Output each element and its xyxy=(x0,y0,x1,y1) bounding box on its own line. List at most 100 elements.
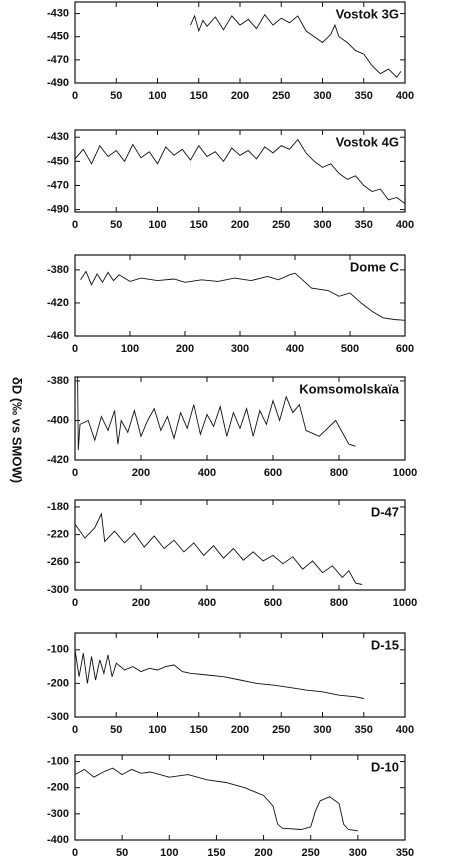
data-line xyxy=(74,138,406,204)
x-tick-label: 400 xyxy=(396,219,414,231)
x-tick-label: 300 xyxy=(349,847,367,859)
plot-frame xyxy=(74,499,406,591)
x-tick-label: 400 xyxy=(198,597,216,609)
y-tick-label: -400 xyxy=(47,414,69,426)
plot-frame xyxy=(74,632,406,718)
data-line xyxy=(190,13,402,78)
x-tick-label: 350 xyxy=(396,847,414,859)
y-tick-label: -470 xyxy=(47,179,69,191)
x-tick-label: 250 xyxy=(272,90,290,102)
x-tick-label: 0 xyxy=(72,90,78,102)
x-tick-label: 300 xyxy=(313,90,331,102)
x-tick-label: 200 xyxy=(132,597,150,609)
data-line xyxy=(74,512,363,585)
panel-title: Dome C xyxy=(350,259,400,274)
x-tick-label: 200 xyxy=(176,343,194,355)
x-tick-label: 300 xyxy=(231,343,249,355)
x-tick-label: 50 xyxy=(110,90,122,102)
x-tick-label: 200 xyxy=(231,724,249,736)
x-tick-label: 1000 xyxy=(393,597,417,609)
x-tick-label: 200 xyxy=(231,219,249,231)
panel-title: D-47 xyxy=(371,504,399,519)
x-tick-label: 150 xyxy=(207,847,225,859)
y-tick-label: -420 xyxy=(47,297,69,309)
y-tick-label: -380 xyxy=(47,375,69,387)
y-tick-label: -200 xyxy=(47,677,69,689)
x-tick-label: 100 xyxy=(148,90,166,102)
y-tick-label: -300 xyxy=(47,808,69,820)
x-tick-label: 400 xyxy=(396,724,414,736)
x-tick-label: 200 xyxy=(231,90,249,102)
x-tick-label: 250 xyxy=(272,219,290,231)
y-tick-label: -100 xyxy=(47,644,69,656)
y-tick-label: -470 xyxy=(47,54,69,66)
x-tick-label: 100 xyxy=(121,343,139,355)
x-tick-label: 200 xyxy=(132,467,150,479)
panel-title: Vostok 3G xyxy=(336,6,399,21)
y-tick-label: -490 xyxy=(47,77,69,89)
y-tick-label: -430 xyxy=(47,7,69,19)
x-tick-label: 600 xyxy=(264,467,282,479)
y-tick-label: -450 xyxy=(47,31,69,43)
x-tick-label: 50 xyxy=(110,219,122,231)
y-tick-label: -420 xyxy=(47,454,69,466)
plot-frame xyxy=(74,754,406,841)
x-tick-label: 100 xyxy=(148,219,166,231)
x-tick-label: 400 xyxy=(396,90,414,102)
x-tick-label: 150 xyxy=(190,90,208,102)
plot-frame xyxy=(74,376,406,461)
y-tick-label: -220 xyxy=(47,529,69,541)
x-tick-label: 100 xyxy=(160,847,178,859)
y-tick-label: -380 xyxy=(47,264,69,276)
x-tick-label: 350 xyxy=(355,90,373,102)
data-line xyxy=(77,376,356,451)
panel-title: Komsomolskaïa xyxy=(299,381,399,396)
x-tick-label: 0 xyxy=(72,467,78,479)
y-tick-label: -260 xyxy=(47,556,69,568)
x-tick-label: 0 xyxy=(72,343,78,355)
y-tick-label: -430 xyxy=(47,131,69,143)
x-tick-label: 0 xyxy=(72,597,78,609)
y-tick-label: -300 xyxy=(47,584,69,596)
panel-title: D-15 xyxy=(371,637,399,652)
panel-title: D-10 xyxy=(371,759,399,774)
x-tick-label: 300 xyxy=(313,724,331,736)
x-tick-label: 350 xyxy=(355,724,373,736)
data-line xyxy=(80,270,406,321)
y-axis-label: δD (‰ vs SMOW) xyxy=(10,377,25,483)
x-tick-label: 350 xyxy=(355,219,373,231)
x-tick-label: 150 xyxy=(190,724,208,736)
x-tick-label: 600 xyxy=(396,343,414,355)
y-tick-label: -460 xyxy=(47,330,69,342)
x-tick-label: 0 xyxy=(72,219,78,231)
x-tick-label: 150 xyxy=(190,219,208,231)
y-tick-label: -300 xyxy=(47,711,69,723)
x-tick-label: 1000 xyxy=(393,467,417,479)
x-tick-label: 400 xyxy=(198,467,216,479)
x-tick-label: 0 xyxy=(72,847,78,859)
x-tick-label: 800 xyxy=(330,597,348,609)
x-tick-label: 400 xyxy=(286,343,304,355)
x-tick-label: 100 xyxy=(148,724,166,736)
panel-title: Vostok 4G xyxy=(336,134,399,149)
y-tick-label: -490 xyxy=(47,203,69,215)
x-tick-label: 250 xyxy=(272,724,290,736)
x-tick-label: 600 xyxy=(264,597,282,609)
x-tick-label: 300 xyxy=(313,219,331,231)
y-tick-label: -400 xyxy=(47,834,69,846)
y-tick-label: -450 xyxy=(47,155,69,167)
x-tick-label: 200 xyxy=(254,847,272,859)
data-line xyxy=(74,767,358,832)
y-tick-label: -200 xyxy=(47,782,69,794)
x-tick-label: 50 xyxy=(116,847,128,859)
data-line xyxy=(74,649,364,699)
x-tick-label: 50 xyxy=(110,724,122,736)
x-tick-label: 800 xyxy=(330,467,348,479)
y-tick-label: -100 xyxy=(47,755,69,767)
y-tick-label: -180 xyxy=(47,501,69,513)
x-tick-label: 0 xyxy=(72,724,78,736)
x-tick-label: 250 xyxy=(302,847,320,859)
x-tick-label: 500 xyxy=(341,343,359,355)
